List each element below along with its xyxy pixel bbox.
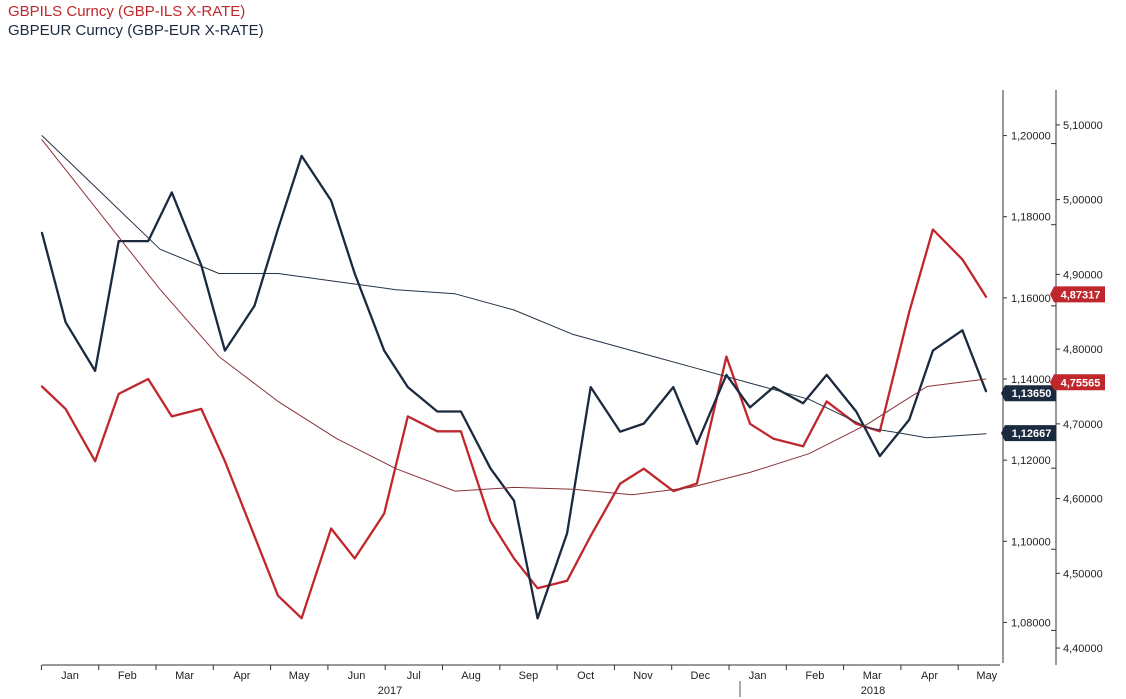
- x-tick-label: Mar: [863, 670, 882, 682]
- series-line-gbpeur: [40, 154, 988, 620]
- year-label: 2018: [861, 685, 885, 697]
- last-value-label: 1,13650: [1012, 388, 1052, 400]
- x-tick-label: Aug: [461, 670, 481, 682]
- ils-tick-label: 5,00000: [1063, 195, 1103, 207]
- last-value-label: 1,12667: [1012, 428, 1052, 440]
- x-tick-label: May: [976, 670, 997, 682]
- x-tick-label: Feb: [805, 670, 824, 682]
- series-line-gbpils-average: [41, 139, 987, 496]
- x-tick-label: Dec: [691, 670, 711, 682]
- x-tick-label: Jan: [749, 670, 767, 682]
- series-layer: [40, 135, 988, 620]
- ils-tick-label: 4,50000: [1063, 568, 1103, 580]
- x-tick-label: Jan: [61, 670, 79, 682]
- eur-tick-label: 1,20000: [1011, 131, 1051, 143]
- x-tick-label: Oct: [577, 670, 594, 682]
- x-tick-label: Mar: [175, 670, 194, 682]
- last-value-badge: [1001, 425, 1056, 442]
- eur-tick-label: 1,14000: [1011, 374, 1051, 386]
- ils-tick-label: 4,70000: [1063, 419, 1103, 431]
- ils-tick-label: 5,10000: [1063, 120, 1103, 132]
- eur-tick-label: 1,08000: [1011, 617, 1051, 629]
- ils-tick-label: 4,40000: [1063, 643, 1103, 655]
- label-layer: 4,87317 1,13650 4,75565 1,12667: [1001, 286, 1105, 442]
- eur-tick-label: 1,10000: [1011, 536, 1051, 548]
- last-value-badge: [1001, 385, 1056, 402]
- x-tick-label: Sep: [519, 670, 539, 682]
- ils-tick-label: 4,60000: [1063, 494, 1103, 506]
- legend-item-gbpils: GBPILS Curncy (GBP-ILS X-RATE): [8, 3, 246, 20]
- x-tick-label: Jun: [348, 670, 366, 682]
- axes-layer: Jan Feb Mar Apr May Jun Jul Aug Sep Oct Nov Dec Jan F…: [40, 90, 1103, 697]
- last-value-label: 4,75565: [1061, 377, 1101, 389]
- ils-tick-label: 4,80000: [1063, 344, 1103, 356]
- x-tick-label: Feb: [118, 670, 137, 682]
- ils-tick-label: 4,90000: [1063, 269, 1103, 281]
- x-tick-label: Jul: [407, 670, 421, 682]
- last-value-badge: [1050, 374, 1105, 391]
- legend-item-gbpeur: GBPEUR Curncy (GBP-EUR X-RATE): [8, 22, 264, 39]
- eur-tick-label: 1,12000: [1011, 455, 1051, 467]
- last-value-badge: [1050, 286, 1105, 303]
- x-tick-label: Apr: [921, 670, 938, 682]
- series-line-gbpils: [40, 228, 988, 620]
- series-line-gbpeur-average: [41, 135, 987, 439]
- x-tick-label: Nov: [633, 670, 653, 682]
- last-value-label: 4,87317: [1061, 289, 1101, 301]
- year-label: 2017: [378, 685, 402, 697]
- x-tick-label: May: [289, 670, 310, 682]
- eur-tick-label: 1,18000: [1011, 212, 1051, 224]
- x-tick-label: Apr: [233, 670, 250, 682]
- eur-tick-label: 1,16000: [1011, 293, 1051, 305]
- legend: GBPILS Curncy (GBP-ILS X-RATE) GBPEUR Cu…: [8, 2, 264, 40]
